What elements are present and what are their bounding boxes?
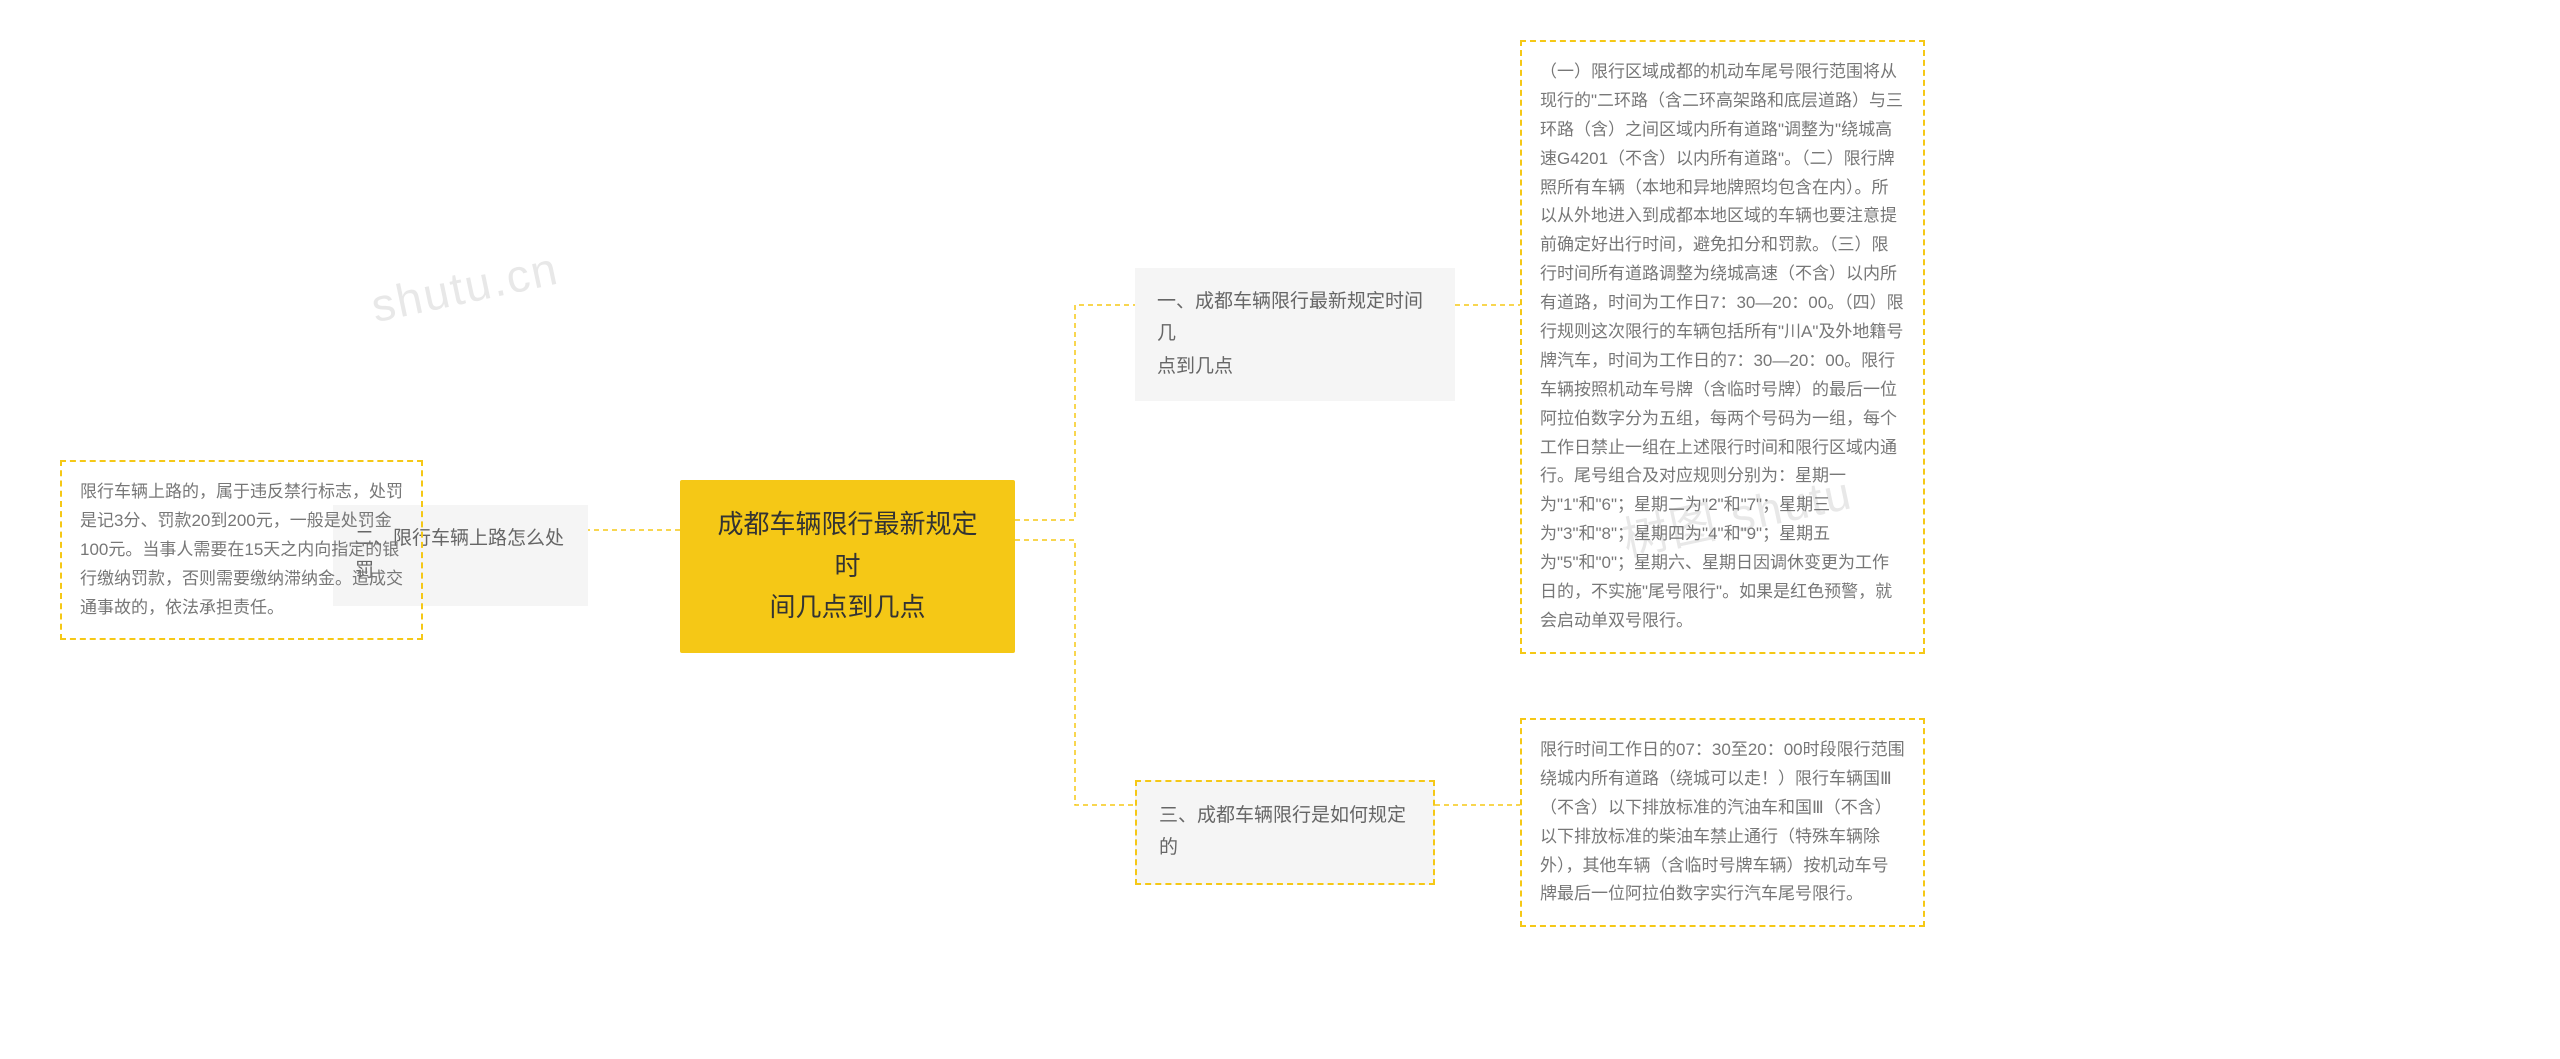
leaf-3: 限行时间工作日的07：30至20：00时段限行范围绕城内所有道路（绕城可以走！）… (1520, 718, 1925, 927)
center-title-line2: 间几点到几点 (769, 592, 925, 622)
center-title-line1: 成都车辆限行最新规定时 (717, 509, 977, 581)
leaf-2: 限行车辆上路的，属于违反禁行标志，处罚是记3分、罚款20到200元，一般是处罚金… (60, 460, 423, 640)
branch-1: 一、成都车辆限行最新规定时间几 点到几点 (1135, 268, 1455, 401)
branch-1-label-line1: 一、成都车辆限行最新规定时间几 (1157, 291, 1423, 344)
branch-1-label-line2: 点到几点 (1157, 356, 1233, 377)
leaf-1: （一）限行区域成都的机动车尾号限行范围将从现行的"二环路（含二环高架路和底层道路… (1520, 40, 1925, 654)
watermark-1: shutu.cn (366, 241, 563, 333)
center-node: 成都车辆限行最新规定时 间几点到几点 (680, 480, 1015, 653)
mindmap-canvas: shutu.cn 树图 shutu 成都车辆限行最新规定时 间几点到几点 一、成… (0, 0, 2560, 1059)
branch-3: 三、成都车辆限行是如何规定的 (1135, 780, 1435, 885)
